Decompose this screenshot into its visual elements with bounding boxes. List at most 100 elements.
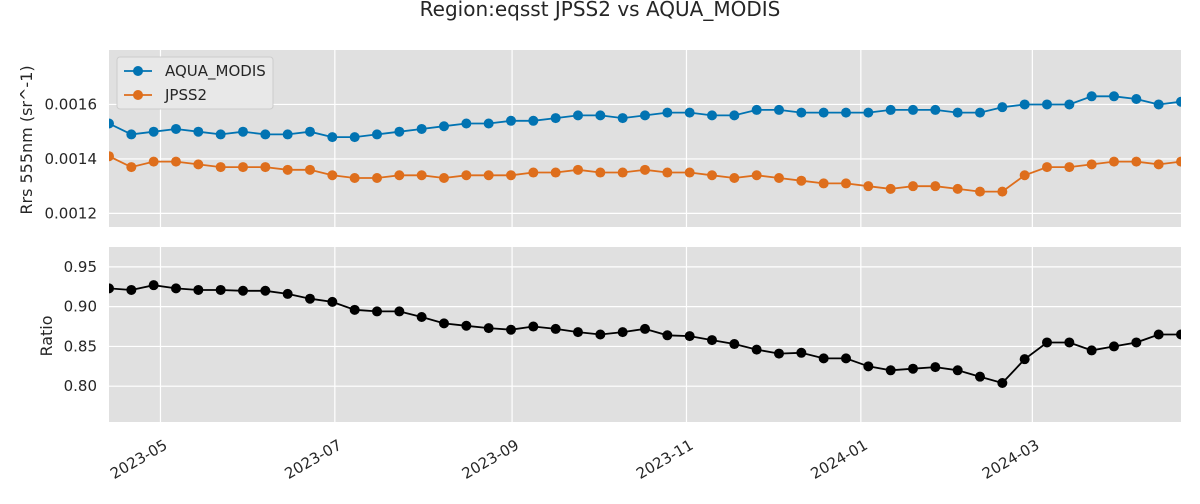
jpss2-point: [1019, 170, 1030, 181]
aqua-modis-point: [1131, 94, 1142, 105]
aqua-modis-point: [595, 110, 606, 121]
jpss2-point: [148, 156, 159, 167]
aqua-modis-point: [506, 115, 516, 126]
ratio-point: [260, 285, 271, 296]
aqua-modis-point: [483, 118, 494, 129]
ratio-point: [461, 320, 472, 331]
aqua-modis-point: [930, 104, 941, 115]
aqua-modis-point: [215, 129, 226, 140]
jpss2-point: [930, 181, 941, 192]
ratio-point: [1153, 329, 1164, 340]
aqua-modis-point: [1086, 91, 1097, 102]
jpss2-point: [238, 162, 248, 173]
aqua-modis-point: [1064, 99, 1075, 110]
aqua-modis-point: [372, 129, 382, 140]
ratio-point: [952, 365, 963, 376]
aqua-modis-point: [1042, 99, 1052, 110]
x-tick-label: 2023-07: [282, 436, 345, 483]
jpss2-point: [282, 164, 293, 175]
jpss2-point: [327, 170, 338, 181]
ratio-point: [1131, 337, 1142, 348]
ratio-point: [617, 327, 628, 338]
jpss2-point: [394, 170, 405, 181]
top-series-group: [109, 91, 1181, 197]
jpss2-point: [1153, 159, 1164, 170]
legend-label: JPSS2: [164, 86, 207, 104]
jpss2-point: [305, 164, 315, 175]
aqua-modis-point: [148, 126, 159, 137]
x-tick-label: 2023-05: [107, 436, 170, 483]
ratio-point: [439, 318, 449, 329]
bottom-y-tick-label: 0.95: [64, 258, 97, 276]
ratio-point: [751, 344, 762, 355]
ratio-point: [171, 283, 181, 294]
jpss2-point: [550, 167, 561, 178]
ratio-point: [1064, 337, 1075, 348]
jpss2-point: [126, 162, 137, 173]
jpss2-point: [774, 172, 784, 183]
top-y-axis-label: Rrs 555nm (sr^-1): [17, 65, 36, 214]
ratio-point: [774, 348, 784, 359]
jpss2-point: [662, 167, 673, 178]
ratio-point: [372, 306, 382, 317]
jpss2-point: [439, 172, 449, 183]
top-panel: 0.0012 0.0014 0.0016 AQUA_MODIS JPSS2: [45, 50, 1181, 227]
aqua-modis-point: [394, 126, 405, 137]
ratio-point: [148, 280, 159, 291]
ratio-point: [1176, 329, 1181, 340]
jpss2-point: [372, 172, 382, 183]
jpss2-point: [1042, 162, 1052, 173]
jpss2-point: [1064, 162, 1075, 173]
ratio-point: [707, 335, 717, 346]
ratio-point: [305, 293, 315, 304]
jpss2-point: [1086, 159, 1097, 170]
aqua-modis-point: [327, 132, 338, 143]
ratio-point: [640, 323, 650, 334]
jpss2-point: [841, 178, 851, 189]
aqua-modis-point: [238, 126, 248, 137]
bottom-panel: 0.80 0.85 0.90 0.95: [64, 247, 1181, 422]
top-y-tick-label: 0.0014: [45, 150, 98, 168]
aqua-modis-point: [640, 110, 650, 121]
jpss2-point: [483, 170, 494, 181]
bottom-y-tick-label: 0.90: [64, 298, 97, 316]
jpss2-point: [260, 162, 271, 173]
aqua-modis-point: [109, 118, 114, 129]
aqua-modis-point: [662, 107, 673, 118]
aqua-modis-point: [774, 104, 784, 115]
ratio-point: [349, 304, 360, 315]
aqua-modis-point: [885, 104, 896, 115]
jpss2-point: [818, 178, 829, 189]
x-tick-label: 2024-01: [808, 436, 871, 483]
ratio-point: [193, 284, 204, 295]
aqua-modis-point: [282, 129, 293, 140]
jpss2-point: [707, 170, 717, 181]
ratio-point: [506, 324, 516, 335]
aqua-modis-point: [617, 113, 628, 124]
ratio-point: [796, 347, 807, 358]
ratio-point: [109, 283, 114, 294]
ratio-point: [684, 331, 695, 342]
bottom-y-tick-label: 0.80: [64, 377, 97, 395]
ratio-point: [662, 330, 673, 341]
aqua-modis-point: [952, 107, 963, 118]
aqua-modis-point: [684, 107, 695, 118]
aqua-modis-point: [349, 132, 360, 143]
ratio-point: [550, 323, 561, 334]
legend-box: [116, 56, 274, 110]
ratio-point: [1109, 341, 1119, 352]
ratio-point: [1086, 345, 1097, 356]
aqua-modis-point: [975, 107, 985, 118]
legend: AQUA_MODIS JPSS2: [116, 56, 274, 110]
aqua-modis-point: [439, 121, 449, 132]
ratio-point: [997, 378, 1008, 389]
jpss2-point: [215, 162, 226, 173]
jpss2-point: [1176, 156, 1181, 167]
ratio-point: [595, 329, 606, 340]
aqua-modis-point: [193, 126, 204, 137]
jpss2-point: [595, 167, 606, 178]
jpss2-point: [684, 167, 695, 178]
jpss2-point: [171, 156, 181, 167]
jpss2-point: [349, 172, 360, 183]
